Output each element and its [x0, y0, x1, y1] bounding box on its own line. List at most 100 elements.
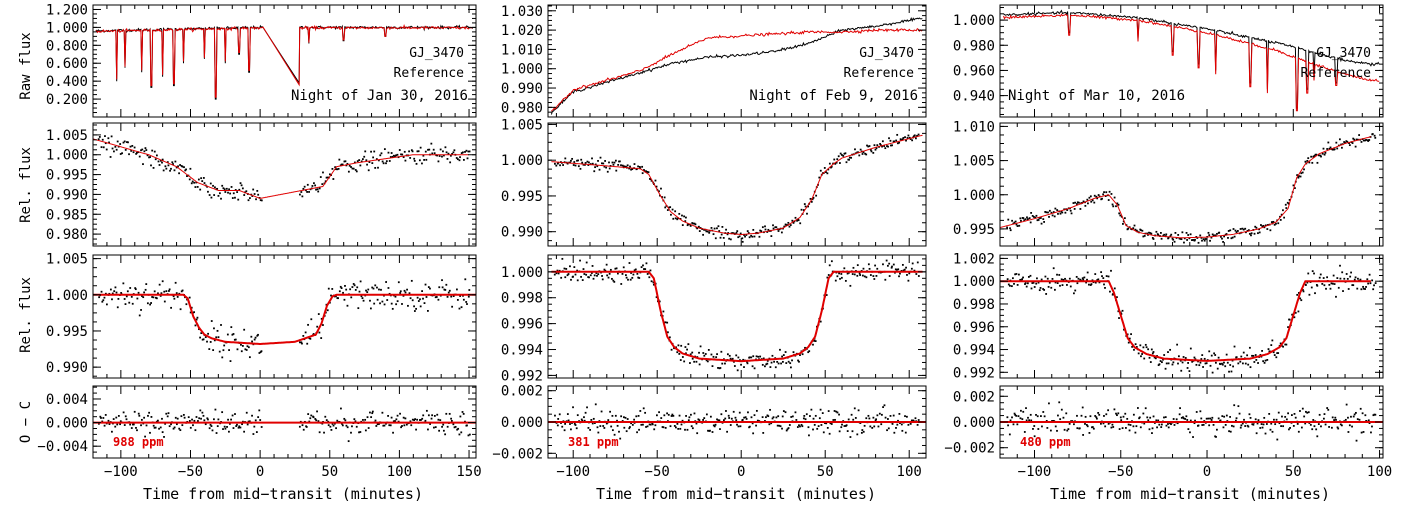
data-point	[1051, 214, 1054, 217]
data-point	[697, 418, 700, 421]
data-point	[1199, 361, 1202, 364]
data-point	[713, 425, 716, 428]
data-point	[1024, 283, 1026, 285]
data-point	[1225, 233, 1228, 235]
data-point	[212, 184, 214, 187]
data-point	[383, 303, 386, 306]
data-point	[896, 133, 899, 136]
data-point	[1045, 211, 1048, 214]
data-point	[176, 296, 179, 298]
data-point	[850, 156, 853, 159]
data-point	[868, 145, 871, 147]
ytick-label: 0.002	[501, 384, 543, 400]
data-point	[168, 288, 171, 291]
data-point	[1277, 222, 1280, 225]
data-point	[102, 299, 105, 302]
data-point	[881, 145, 883, 148]
data-point	[113, 290, 116, 293]
data-point	[886, 264, 889, 267]
data-point	[904, 415, 906, 418]
data-point	[310, 318, 313, 321]
data-point	[595, 272, 598, 274]
data-point	[729, 357, 732, 360]
plot-transit	[93, 278, 476, 362]
data-point	[182, 413, 185, 416]
data-point	[1364, 414, 1367, 417]
data-point	[1025, 407, 1027, 410]
data-point	[616, 272, 619, 275]
data-point	[854, 148, 856, 151]
data-point	[1315, 428, 1318, 431]
data-point	[336, 419, 339, 422]
data-point	[1091, 199, 1094, 202]
data-point	[226, 426, 228, 428]
data-point	[1235, 417, 1238, 420]
data-point	[591, 265, 594, 267]
data-point	[678, 353, 681, 355]
data-point	[1248, 346, 1251, 349]
data-point	[1199, 410, 1202, 413]
rms-label: 381 ppm	[568, 435, 619, 449]
data-point	[419, 305, 422, 308]
data-point	[734, 416, 737, 419]
data-point	[165, 412, 168, 415]
data-point	[839, 152, 842, 155]
data-point	[330, 294, 332, 297]
data-point	[358, 290, 361, 293]
data-point	[651, 423, 654, 426]
data-point	[1311, 161, 1314, 164]
data-point	[1115, 205, 1117, 208]
data-point	[712, 424, 715, 427]
data-point	[731, 232, 734, 234]
xtick-label: 50	[1285, 464, 1302, 480]
data-point	[1370, 431, 1372, 434]
data-point	[201, 180, 204, 183]
ylabel-o-minus-c: O − C	[18, 401, 34, 443]
data-point	[1366, 278, 1369, 281]
data-point	[392, 431, 394, 434]
data-point	[1355, 439, 1358, 442]
data-point	[687, 223, 689, 226]
data-point	[781, 360, 784, 363]
data-point	[913, 269, 916, 272]
data-point	[207, 332, 209, 335]
data-point	[317, 313, 320, 315]
data-point	[239, 182, 242, 185]
data-point	[308, 420, 311, 423]
data-point	[693, 360, 696, 363]
data-point	[448, 412, 451, 415]
data-point	[823, 167, 826, 169]
data-point	[1120, 419, 1123, 422]
data-point	[1200, 417, 1203, 420]
data-point	[869, 425, 872, 428]
data-point	[1033, 435, 1036, 438]
data-point	[1051, 278, 1054, 280]
data-point	[576, 279, 579, 282]
data-point	[1183, 237, 1186, 240]
ytick-label: 1.010	[953, 119, 995, 135]
data-point	[726, 430, 728, 433]
data-point	[1337, 286, 1340, 289]
data-point	[1088, 432, 1091, 434]
data-point	[1221, 237, 1223, 240]
data-point	[1211, 233, 1214, 236]
data-point	[1304, 422, 1307, 425]
data-point	[631, 168, 634, 171]
data-point	[777, 230, 780, 232]
data-point	[1320, 425, 1322, 428]
data-point	[161, 161, 163, 164]
data-point	[876, 267, 879, 270]
ytick-label: 0.000	[46, 416, 88, 432]
data-point	[1028, 217, 1031, 220]
data-point	[1292, 425, 1295, 427]
data-point	[608, 167, 611, 170]
data-point	[124, 303, 127, 306]
data-point	[1149, 361, 1152, 363]
plot-area: 0.2000.4000.6000.8001.0001.200GJ_3470Ref…	[37, 2, 1392, 480]
data-point	[623, 416, 625, 419]
data-point	[852, 418, 855, 421]
data-point	[327, 424, 330, 427]
data-point	[558, 413, 561, 416]
data-point	[802, 209, 805, 211]
